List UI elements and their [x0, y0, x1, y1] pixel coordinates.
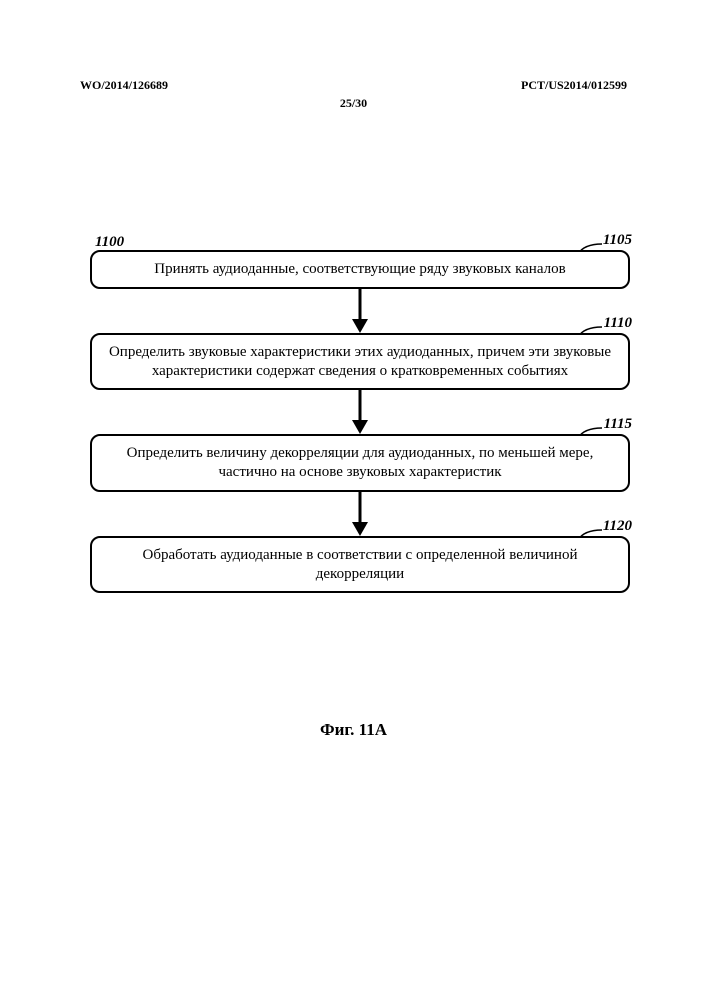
- flow-step-2: Определить звуковые характеристики этих …: [90, 333, 630, 391]
- flowchart: 1105 Принять аудиоданные, соответствующи…: [90, 250, 630, 593]
- ref-1115: 1115: [604, 416, 632, 433]
- arrow-1: [90, 289, 630, 333]
- flow-step-3: Определить величину декорреляции для ауд…: [90, 434, 630, 492]
- header-pub-number: WO/2014/126689: [80, 78, 168, 93]
- flow-step-4: Обработать аудиоданные в соответствии с …: [90, 536, 630, 594]
- header-app-number: PCT/US2014/012599: [521, 78, 627, 93]
- flow-step-1: Принять аудиоданные, соответствующие ряд…: [90, 250, 630, 289]
- arrow-2: [90, 390, 630, 434]
- ref-1120: 1120: [603, 518, 632, 535]
- arrow-3: [90, 492, 630, 536]
- ref-1105: 1105: [603, 232, 632, 249]
- ref-1110: 1110: [604, 315, 632, 332]
- patent-page: WO/2014/126689 PCT/US2014/012599 25/30 1…: [0, 0, 707, 1000]
- page-number: 25/30: [0, 96, 707, 111]
- figure-caption: Фиг. 11A: [0, 720, 707, 740]
